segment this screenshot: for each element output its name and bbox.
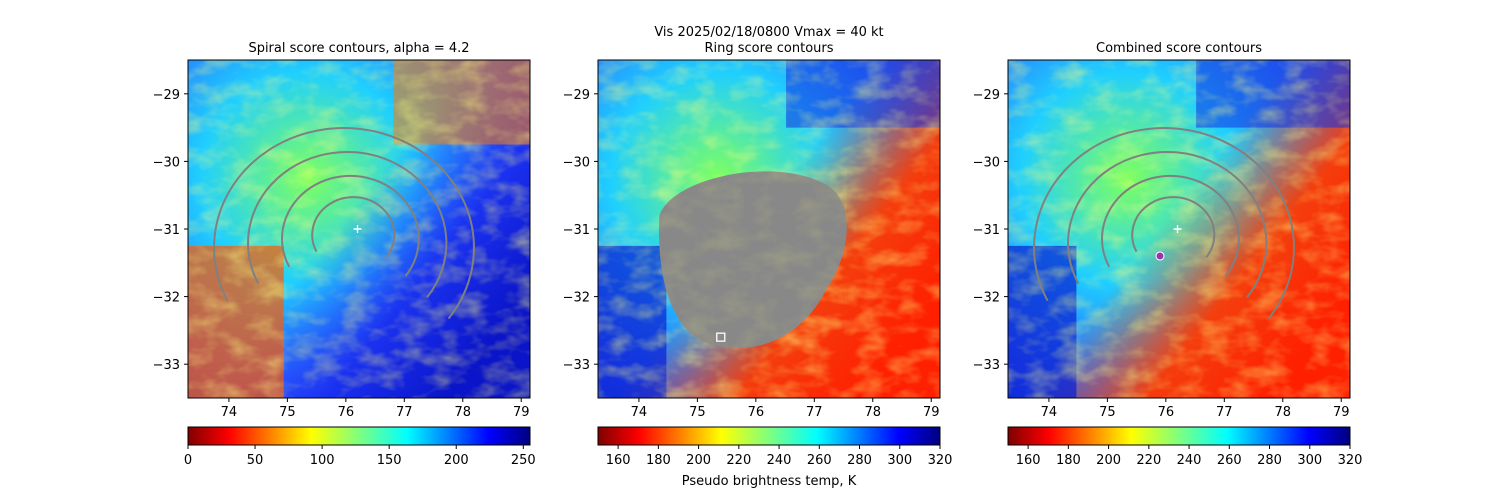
panel-3: Combined score contours 74 75 76 77 78 79 −29 −3… — [973, 41, 1363, 468]
colorbar-gradient — [187, 426, 531, 446]
colorbar-gradient — [597, 426, 941, 446]
x-tick-label: 78 — [864, 405, 881, 420]
x-tick-label: 79 — [923, 405, 940, 420]
colorbar-tick-label: 320 — [1338, 453, 1363, 468]
panel-title: Combined score contours — [1096, 41, 1262, 56]
y-tick-label: −29 — [973, 88, 1000, 103]
colorbar-tick-label: 260 — [1217, 453, 1242, 468]
y-tick-label: −32 — [563, 291, 590, 306]
colorbar: 160 180 200 220 240 260 280 300 320 Pseudo bright… — [597, 426, 953, 489]
colorbar-tick-label: 280 — [847, 453, 872, 468]
x-tick-label: 75 — [1099, 405, 1116, 420]
x-tick-label: 76 — [338, 405, 355, 420]
colorbar-tick-label: 160 — [1016, 453, 1041, 468]
score-contour — [1033, 127, 1295, 320]
y-tick-label: −31 — [153, 223, 180, 238]
y-tick-label: −33 — [563, 358, 590, 373]
colorbar-label: Pseudo brightness temp, K — [682, 474, 857, 489]
x-tick-label: 77 — [1216, 405, 1233, 420]
x-tick-label: 76 — [1158, 405, 1175, 420]
x-tick-label: 74 — [221, 405, 238, 420]
x-tick-label: 75 — [689, 405, 706, 420]
colorbar-tick-label: 150 — [377, 453, 402, 468]
y-tick-label: −33 — [973, 358, 1000, 373]
colorbar-tick-label: 280 — [1257, 453, 1282, 468]
panel-2: Ring score contours 74 75 76 77 78 79 −29 −30 −31… — [563, 41, 953, 489]
x-tick-label: 74 — [1041, 405, 1058, 420]
x-tick-label: 78 — [454, 405, 471, 420]
colorbar-tick-label: 200 — [444, 453, 469, 468]
y-tick-label: −31 — [563, 223, 590, 238]
panel-1: Spiral score contours, alpha = 4.2 74 75 76… — [153, 41, 536, 468]
circle-marker — [1155, 251, 1165, 261]
colorbar-tick-label: 260 — [807, 453, 832, 468]
score-contour — [1101, 174, 1240, 277]
y-tick-label: −31 — [973, 223, 1000, 238]
panel-title: Spiral score contours, alpha = 4.2 — [248, 41, 469, 56]
score-contour — [281, 174, 420, 277]
y-tick-label: −30 — [973, 155, 1000, 170]
x-tick-label: 75 — [279, 405, 296, 420]
score-contour — [213, 127, 475, 320]
colorbar-tick-label: 240 — [1177, 453, 1202, 468]
y-tick-label: −29 — [153, 88, 180, 103]
y-tick-label: −32 — [973, 291, 1000, 306]
colorbar-tick-label: 0 — [184, 453, 192, 468]
colorbar-tick-label: 240 — [767, 453, 792, 468]
colorbar-tick-label: 200 — [1096, 453, 1121, 468]
y-tick-label: −29 — [563, 88, 590, 103]
score-contour — [1131, 196, 1216, 258]
x-tick-label: 76 — [748, 405, 765, 420]
score-contour — [1067, 151, 1268, 299]
x-tick-label: 74 — [631, 405, 648, 420]
y-tick-label: −32 — [153, 291, 180, 306]
x-tick-label: 79 — [1333, 405, 1350, 420]
center-plus-marker — [1173, 225, 1182, 233]
x-tick-label: 79 — [513, 405, 530, 420]
colorbar-tick-label: 320 — [928, 453, 953, 468]
panel-title: Ring score contours — [704, 41, 833, 56]
figure-suptitle: Vis 2025/02/18/0800 Vmax = 40 kt — [654, 25, 883, 40]
center-plus-marker — [353, 225, 362, 233]
score-contour — [311, 196, 396, 258]
colorbar-tick-label: 180 — [646, 453, 671, 468]
colorbar-tick-label: 300 — [887, 453, 912, 468]
x-tick-label: 78 — [1274, 405, 1291, 420]
colorbar-tick-label: 200 — [686, 453, 711, 468]
colorbar-tick-label: 220 — [726, 453, 751, 468]
y-tick-label: −30 — [563, 155, 590, 170]
square-marker — [716, 332, 726, 342]
colorbar-tick-label: 180 — [1056, 453, 1081, 468]
colorbar-tick-label: 160 — [606, 453, 631, 468]
x-tick-label: 77 — [396, 405, 413, 420]
y-tick-label: −30 — [153, 155, 180, 170]
colorbar-tick-label: 50 — [247, 453, 264, 468]
colorbar-tick-label: 100 — [310, 453, 335, 468]
y-tick-label: −33 — [153, 358, 180, 373]
x-tick-label: 77 — [806, 405, 823, 420]
colorbar-tick-label: 220 — [1136, 453, 1161, 468]
colorbar-tick-label: 300 — [1297, 453, 1322, 468]
score-contour — [247, 151, 448, 299]
colorbar: 160 180 200 220 240 260 280 300 320 — [1007, 426, 1363, 468]
satellite-image — [598, 60, 940, 398]
colorbar-gradient — [1007, 426, 1351, 446]
colorbar-tick-label: 250 — [511, 453, 536, 468]
colorbar: 0 50 100 150 200 250 — [184, 426, 536, 468]
